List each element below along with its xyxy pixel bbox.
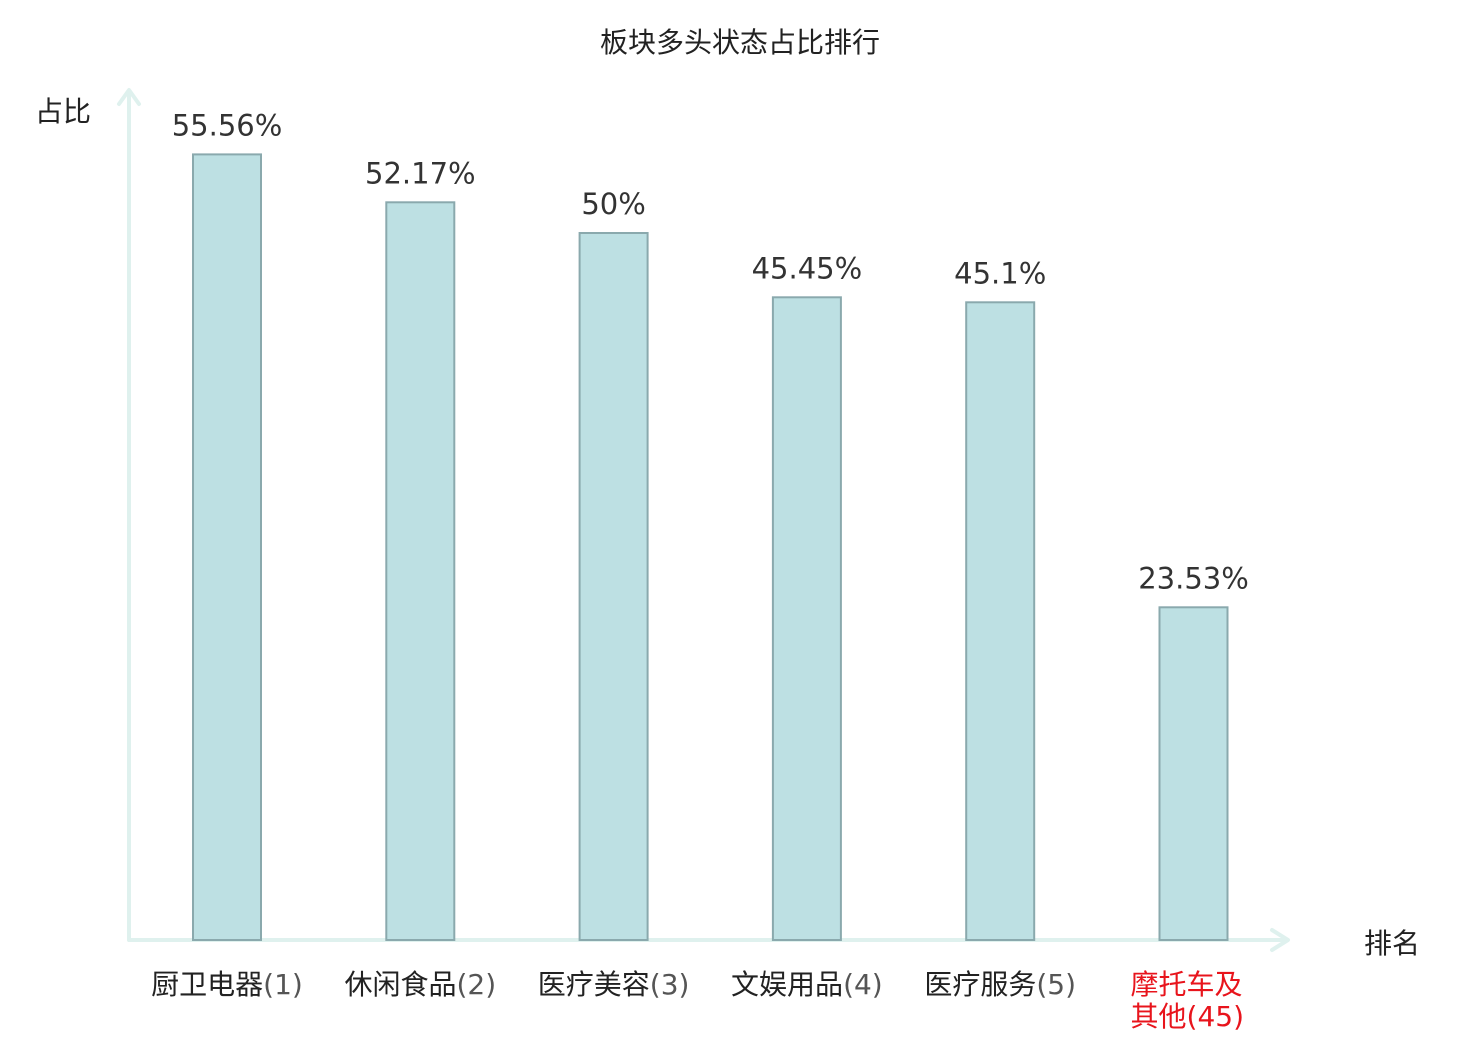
- category-label: 摩托车及: [1131, 968, 1243, 1001]
- x-axis-label: 排名: [1364, 927, 1420, 960]
- bar: [578, 232, 649, 941]
- category-label: 休闲食品(2): [344, 968, 496, 1001]
- category-labels: 厨卫电器(1) 休闲食品(2) 医疗美容(3) 文娱用品(4) 医疗服务(5) 摩托车及其…: [151, 968, 1244, 1033]
- axes: [117, 88, 1290, 952]
- category-label: 厨卫电器(1): [151, 968, 303, 1001]
- y-axis-label: 占比: [35, 95, 91, 128]
- bar-series: [192, 153, 1229, 942]
- bar-value-label: 45.1%: [954, 256, 1046, 290]
- bar: [192, 153, 262, 941]
- y-axis-arrow-icon: [117, 88, 141, 106]
- bar-value-label: 55.56%: [172, 108, 283, 142]
- chart-title: 板块多头状态占比排行: [600, 26, 880, 59]
- bar-value-label: 23.53%: [1138, 561, 1249, 595]
- category-label: 医疗美容(3): [538, 968, 690, 1001]
- category-label: 文娱用品(4): [731, 968, 883, 1001]
- bar-value-label: 50%: [581, 187, 645, 221]
- x-axis-arrow-icon: [1270, 928, 1290, 952]
- category-label: 医疗服务(5): [924, 968, 1076, 1001]
- bar: [385, 201, 456, 942]
- category-label-line2: 其他(45): [1131, 1000, 1245, 1033]
- bar: [771, 296, 842, 941]
- value-labels: 55.56% 52.17% 50% 45.45% 45.1% 23.53%: [172, 108, 1249, 595]
- bar: [965, 301, 1036, 941]
- bar-value-label: 45.45%: [752, 251, 863, 285]
- bar: [1158, 606, 1229, 941]
- bar-value-label: 52.17%: [365, 156, 476, 190]
